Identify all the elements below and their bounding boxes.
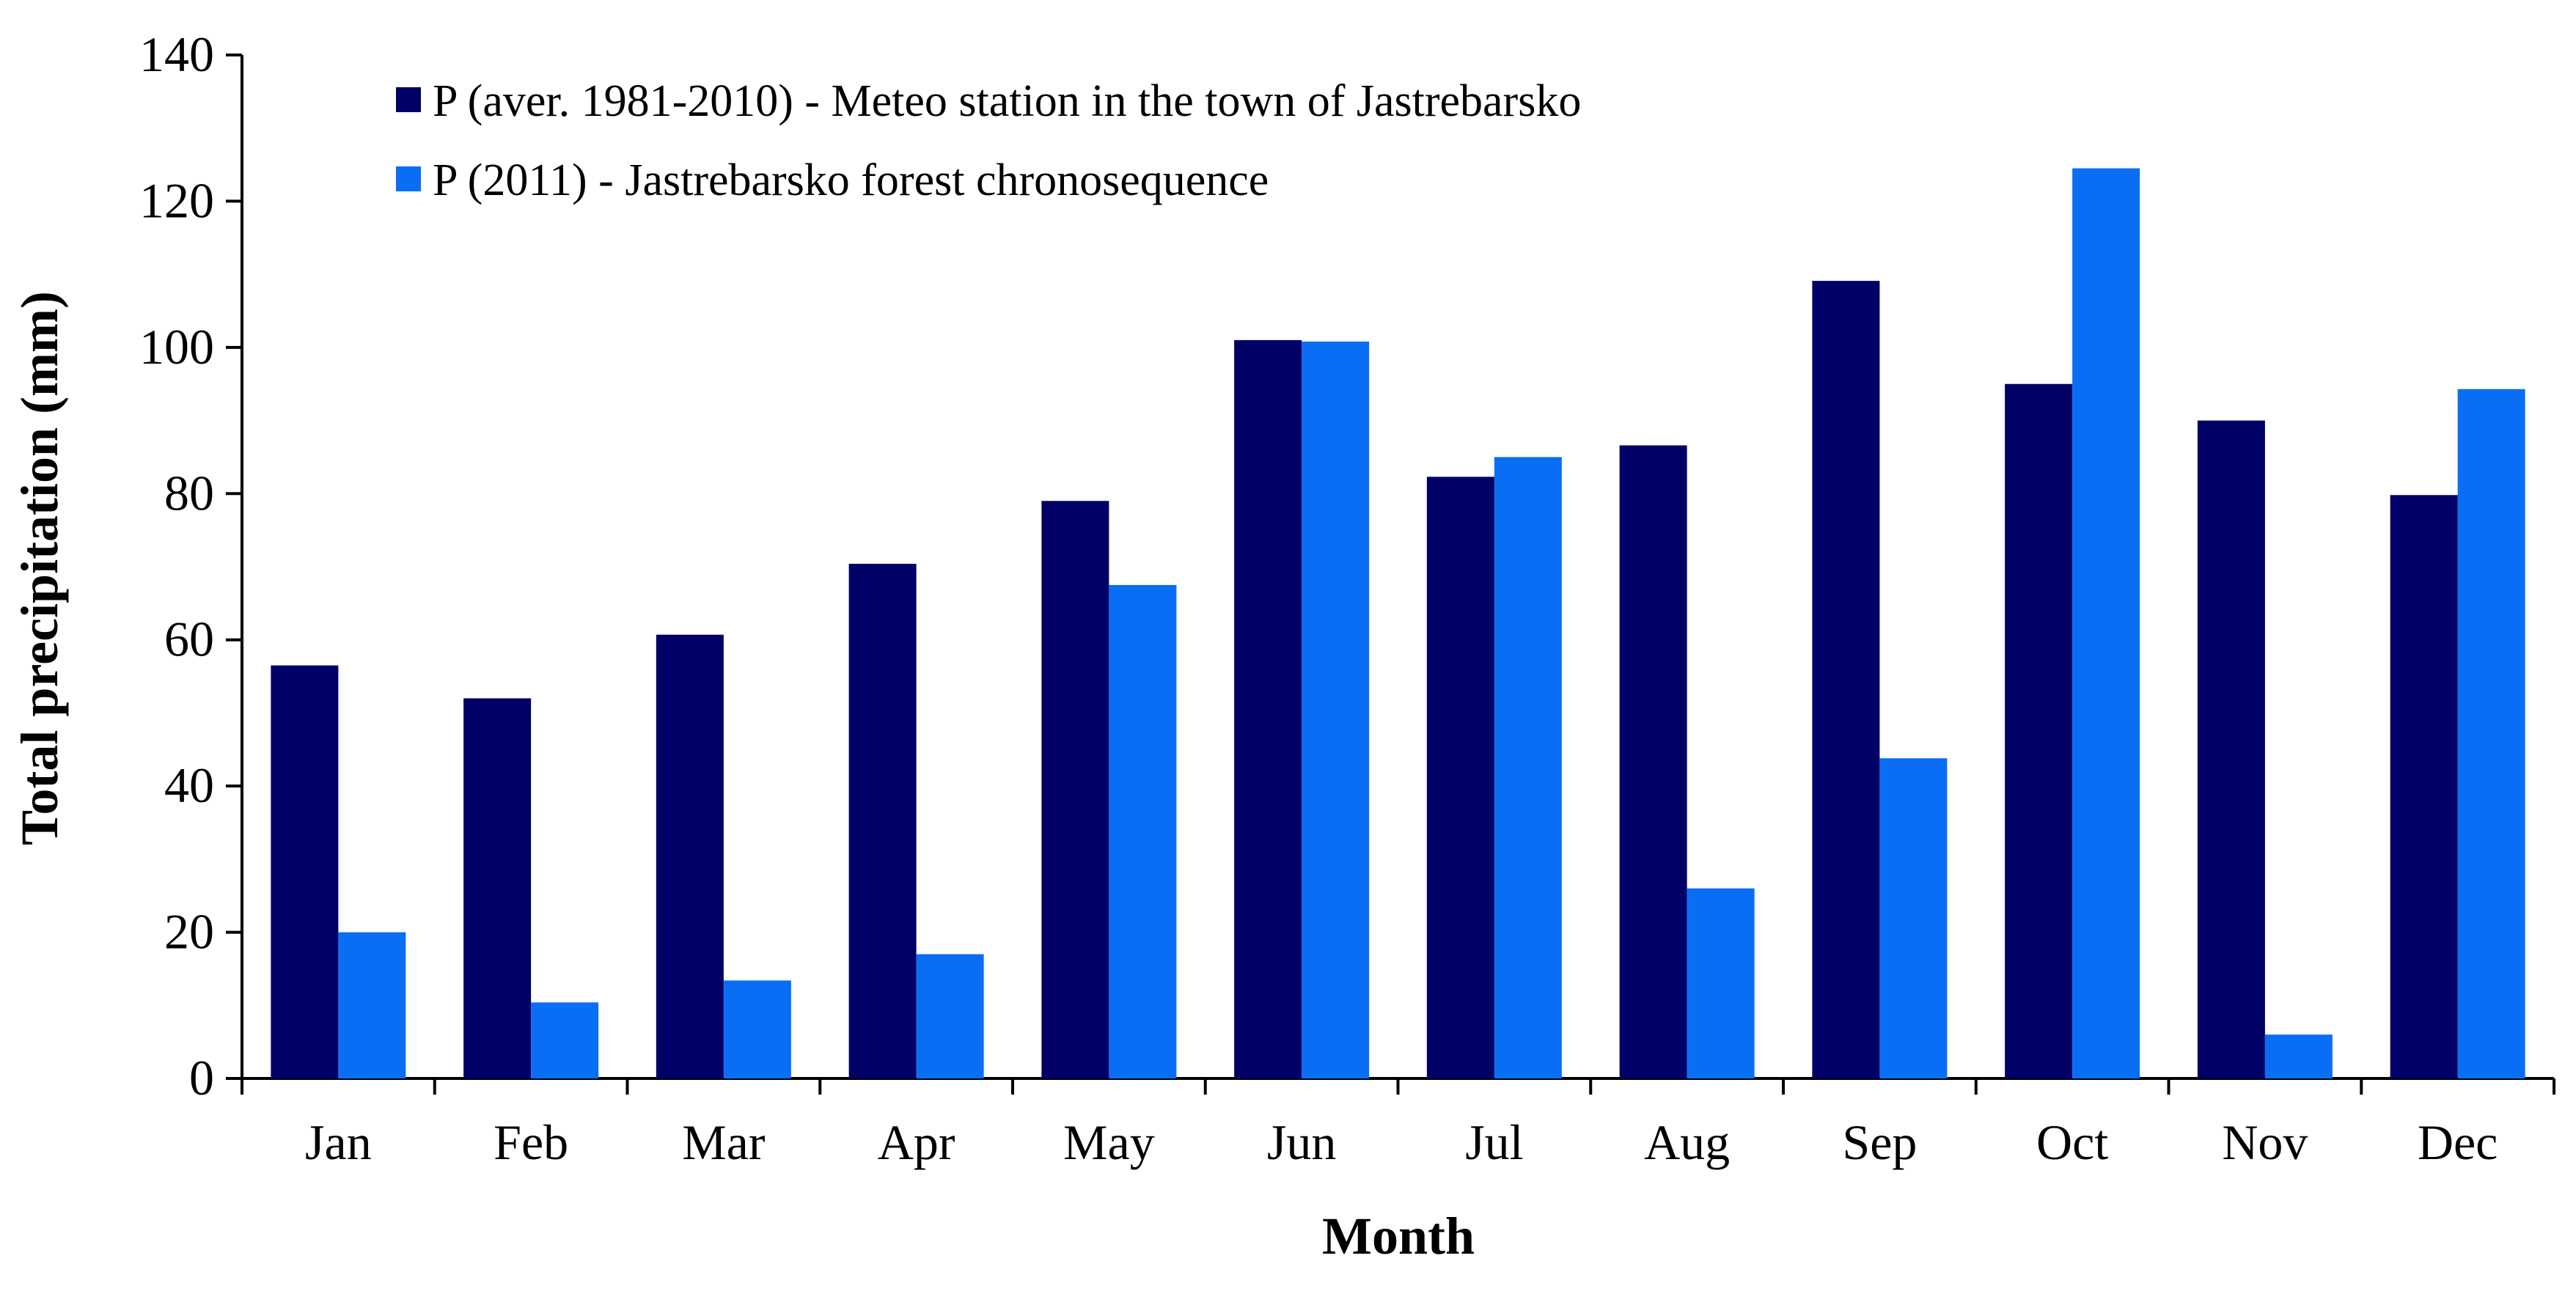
bar-2011-nov xyxy=(2264,1034,2333,1078)
bar-average-sep xyxy=(1812,281,1880,1078)
y-tick-label: 80 xyxy=(164,465,214,521)
x-tick-label: Jan xyxy=(305,1114,372,1170)
y-tick-label: 120 xyxy=(139,172,214,228)
bar-2011-may xyxy=(1109,584,1177,1078)
legend-swatch xyxy=(396,166,421,191)
bar-average-mar xyxy=(656,634,724,1078)
bar-2011-oct xyxy=(2072,168,2140,1079)
bar-2011-jul xyxy=(1494,457,1562,1078)
bar-2011-aug xyxy=(1687,888,1755,1078)
bar-2011-feb xyxy=(531,1002,599,1078)
y-axis-title: Total precipitation (mm) xyxy=(10,291,69,845)
y-tick-label: 140 xyxy=(139,26,214,82)
x-tick-label: Mar xyxy=(682,1114,766,1170)
x-tick-label: Apr xyxy=(878,1114,955,1170)
bar-average-apr xyxy=(848,564,917,1078)
bar-average-jan xyxy=(271,665,339,1078)
bar-2011-apr xyxy=(916,954,984,1078)
x-tick-label: Oct xyxy=(2036,1114,2108,1170)
x-tick-label: Jul xyxy=(1465,1114,1523,1170)
bar-average-oct xyxy=(2005,383,2073,1078)
bar-2011-sep xyxy=(1879,758,1948,1078)
bar-average-jun xyxy=(1234,339,1302,1078)
x-tick-label: Dec xyxy=(2418,1114,2498,1170)
bar-average-jul xyxy=(1426,477,1494,1078)
x-tick-label: May xyxy=(1063,1114,1155,1170)
y-tick-label: 0 xyxy=(189,1050,214,1106)
legend-label: P (aver. 1981-2010) - Meteo station in t… xyxy=(433,76,1581,126)
x-tick-label: Aug xyxy=(1644,1114,1730,1170)
bar-2011-dec xyxy=(2457,389,2525,1078)
bar-average-feb xyxy=(463,698,532,1078)
bar-average-may xyxy=(1041,501,1109,1078)
x-axis-title: Month xyxy=(1322,1207,1475,1265)
legend-label: P (2011) - Jastrebarsko forest chronoseq… xyxy=(433,155,1269,205)
y-tick-label: 100 xyxy=(139,319,214,375)
x-tick-label: Jun xyxy=(1267,1114,1336,1170)
legend: P (aver. 1981-2010) - Meteo station in t… xyxy=(396,76,1581,205)
bar-2011-jun xyxy=(1302,341,1370,1078)
x-tick-label: Feb xyxy=(493,1114,568,1170)
bar-average-nov xyxy=(2197,420,2265,1078)
y-tick-label: 40 xyxy=(164,757,214,813)
y-tick-label: 60 xyxy=(164,611,214,667)
bars xyxy=(271,168,2525,1079)
x-tick-label: Nov xyxy=(2222,1114,2308,1170)
ticks: 0 20 40 60 80 100 120 140 Jan Feb Mar Apr May Jun Jul A… xyxy=(139,26,2555,1170)
bar-2011-jan xyxy=(338,932,406,1078)
bar-average-dec xyxy=(2390,495,2458,1078)
bar-2011-mar xyxy=(723,980,791,1078)
y-tick-label: 20 xyxy=(164,904,214,960)
legend-swatch xyxy=(396,87,421,112)
x-tick-label: Sep xyxy=(1842,1114,1917,1170)
bar-average-aug xyxy=(1619,445,1687,1078)
